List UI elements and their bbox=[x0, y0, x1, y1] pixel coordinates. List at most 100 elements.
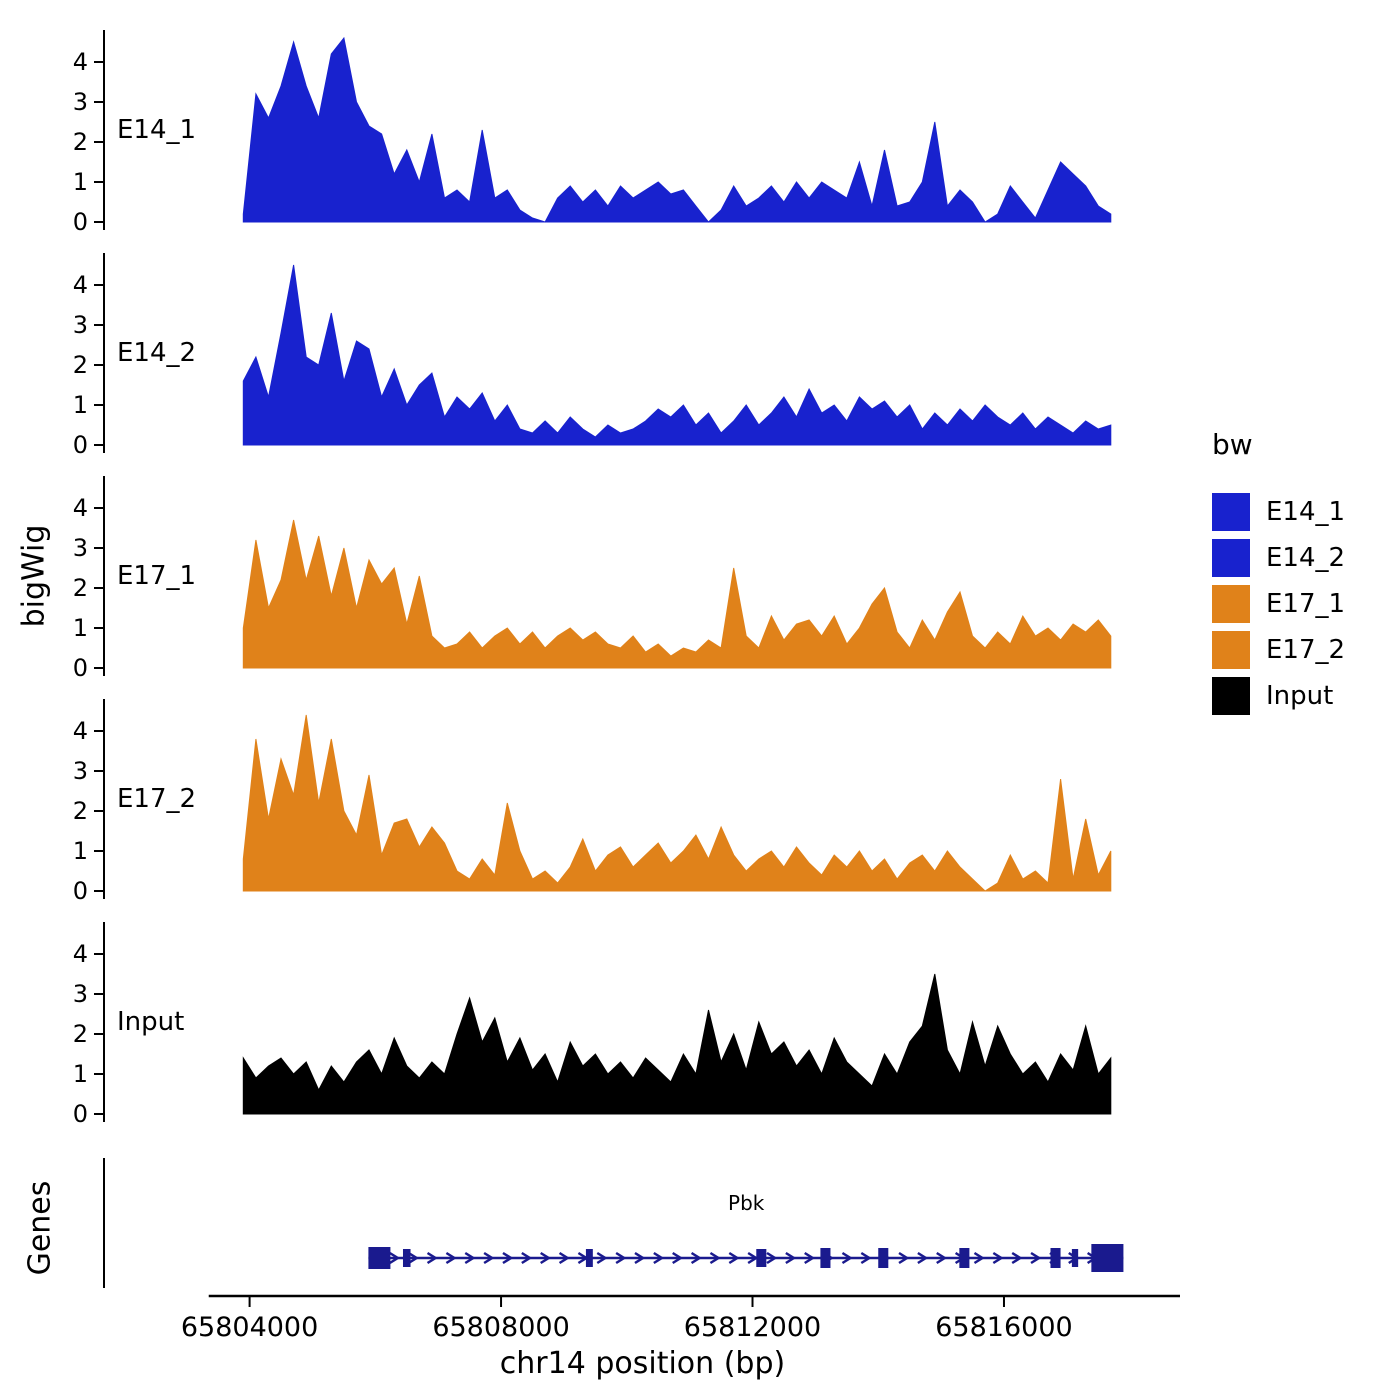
legend-entries: E14_1 E14_2 E17_1 E17_2 Input bbox=[1212, 489, 1345, 719]
y-tick-mark bbox=[94, 953, 103, 955]
y-tick-label: 0 bbox=[72, 208, 88, 236]
x-tick-label: 65816000 bbox=[935, 1312, 1072, 1343]
y-axis-line bbox=[103, 1158, 105, 1288]
legend-title: bw bbox=[1212, 428, 1253, 461]
y-tick-mark bbox=[94, 890, 103, 892]
legend-label-Input: Input bbox=[1266, 681, 1334, 711]
legend-label-E17_1: E17_1 bbox=[1266, 589, 1346, 619]
y-tick-mark bbox=[94, 61, 103, 63]
legend-label-E14_1: E14_1 bbox=[1266, 497, 1346, 527]
track-Input: 0 1 2 3 4 Input bbox=[60, 922, 1180, 1127]
track-plot-E17_1: E17_1 bbox=[105, 476, 1180, 676]
y-tick-mark bbox=[94, 1113, 103, 1115]
y-tick-label: 4 bbox=[72, 717, 88, 745]
gene-model-pbk: Pbk bbox=[368, 1191, 1124, 1272]
legend-entry-Input: Input bbox=[1212, 673, 1345, 719]
track-plot-E14_1: E14_1 bbox=[105, 30, 1180, 230]
legend-entry-E14_1: E14_1 bbox=[1212, 489, 1345, 535]
gene-model-plot: Pbk bbox=[105, 1158, 1180, 1288]
legend-swatch-E14_1 bbox=[1212, 493, 1250, 531]
y-tick-mark bbox=[94, 221, 103, 223]
y-tick-label: 3 bbox=[72, 534, 88, 562]
y-tick-label: 3 bbox=[72, 757, 88, 785]
signal-area-E17_2 bbox=[242, 714, 1112, 892]
track-E17_1: 0 1 2 3 4 E17_1 bbox=[60, 476, 1180, 681]
genes-axis-title: Genes bbox=[22, 1180, 58, 1276]
y-tick-label: 4 bbox=[72, 494, 88, 522]
y-axis-line bbox=[103, 30, 105, 230]
y-axis-E14_1: 0 1 2 3 4 bbox=[60, 30, 105, 235]
track-label-E17_2: E17_2 bbox=[117, 784, 197, 814]
signal-area-Input bbox=[242, 973, 1112, 1115]
x-axis-title: chr14 position (bp) bbox=[499, 1346, 786, 1381]
y-tick-mark bbox=[94, 507, 103, 509]
track-plot-E14_2: E14_2 bbox=[105, 253, 1180, 453]
legend-label-E14_2: E14_2 bbox=[1266, 543, 1346, 573]
x-axis: 65804000 65808000 65812000 65816000 bbox=[105, 1294, 1180, 1354]
y-tick-label: 2 bbox=[72, 128, 88, 156]
y-tick-mark bbox=[94, 1033, 103, 1035]
y-axis-line bbox=[103, 699, 105, 899]
y-tick-label: 2 bbox=[72, 351, 88, 379]
legend-label-E17_2: E17_2 bbox=[1266, 635, 1346, 665]
y-tick-mark bbox=[94, 404, 103, 406]
y-axis-E14_2: 0 1 2 3 4 bbox=[60, 253, 105, 458]
y-tick-label: 0 bbox=[72, 431, 88, 459]
y-tick-mark bbox=[94, 730, 103, 732]
y-axis-line bbox=[103, 253, 105, 453]
y-tick-mark bbox=[94, 667, 103, 669]
track-E14_1: 0 1 2 3 4 E14_1 bbox=[60, 30, 1180, 235]
track-label-Input: Input bbox=[117, 1007, 185, 1037]
y-tick-mark bbox=[94, 364, 103, 366]
y-tick-label: 4 bbox=[72, 48, 88, 76]
y-axis-Input: 0 1 2 3 4 bbox=[60, 922, 105, 1127]
track-plot-Input: Input bbox=[105, 922, 1180, 1122]
y-axis-line bbox=[103, 476, 105, 676]
signal-area-E14_2 bbox=[242, 264, 1112, 446]
y-tick-mark bbox=[94, 324, 103, 326]
y-tick-mark bbox=[94, 141, 103, 143]
tracks-panel: 0 1 2 3 4 E14_1 0 1 2 3 4 E14_2 0 1 2 3 4 E17_1 0 1 2 3 4 E17_2… bbox=[60, 30, 1180, 1145]
y-tick-label: 3 bbox=[72, 88, 88, 116]
y-tick-mark bbox=[94, 284, 103, 286]
legend-entry-E17_2: E17_2 bbox=[1212, 627, 1345, 673]
legend-swatch-E17_1 bbox=[1212, 585, 1250, 623]
signal-area-E17_1 bbox=[242, 519, 1112, 669]
x-tick-label: 65812000 bbox=[684, 1312, 821, 1343]
signal-area-E14_1 bbox=[242, 36, 1112, 223]
y-tick-label: 4 bbox=[72, 271, 88, 299]
y-tick-mark bbox=[94, 101, 103, 103]
y-tick-mark bbox=[94, 587, 103, 589]
y-tick-label: 1 bbox=[72, 1060, 88, 1088]
y-tick-label: 3 bbox=[72, 980, 88, 1008]
track-label-E14_1: E14_1 bbox=[117, 115, 197, 145]
y-tick-label: 1 bbox=[72, 391, 88, 419]
legend-swatch-E14_2 bbox=[1212, 539, 1250, 577]
x-tick-label: 65804000 bbox=[181, 1312, 318, 1343]
y-tick-mark bbox=[94, 547, 103, 549]
y-axis-line bbox=[103, 922, 105, 1122]
y-tick-mark bbox=[94, 810, 103, 812]
y-tick-label: 4 bbox=[72, 940, 88, 968]
y-tick-label: 2 bbox=[72, 797, 88, 825]
x-axis-svg: 65804000 65808000 65812000 65816000 bbox=[181, 1294, 1180, 1343]
y-tick-label: 3 bbox=[72, 311, 88, 339]
track-label-E14_2: E14_2 bbox=[117, 338, 197, 368]
x-tick-label: 65808000 bbox=[432, 1312, 569, 1343]
y-tick-mark bbox=[94, 444, 103, 446]
y-axis-E17_2: 0 1 2 3 4 bbox=[60, 699, 105, 904]
y-axis-E17_1: 0 1 2 3 4 bbox=[60, 476, 105, 681]
y-tick-label: 0 bbox=[72, 1100, 88, 1128]
track-E17_2: 0 1 2 3 4 E17_2 bbox=[60, 699, 1180, 904]
track-label-E17_1: E17_1 bbox=[117, 561, 197, 591]
y-tick-label: 2 bbox=[72, 1020, 88, 1048]
legend-entry-E14_2: E14_2 bbox=[1212, 535, 1345, 581]
track-E14_2: 0 1 2 3 4 E14_2 bbox=[60, 253, 1180, 458]
y-tick-mark bbox=[94, 770, 103, 772]
y-tick-label: 1 bbox=[72, 614, 88, 642]
y-tick-mark bbox=[94, 993, 103, 995]
y-tick-label: 0 bbox=[72, 654, 88, 682]
y-tick-mark bbox=[94, 1073, 103, 1075]
y-axis-title: bigWig bbox=[16, 524, 52, 628]
legend-entry-E17_1: E17_1 bbox=[1212, 581, 1345, 627]
